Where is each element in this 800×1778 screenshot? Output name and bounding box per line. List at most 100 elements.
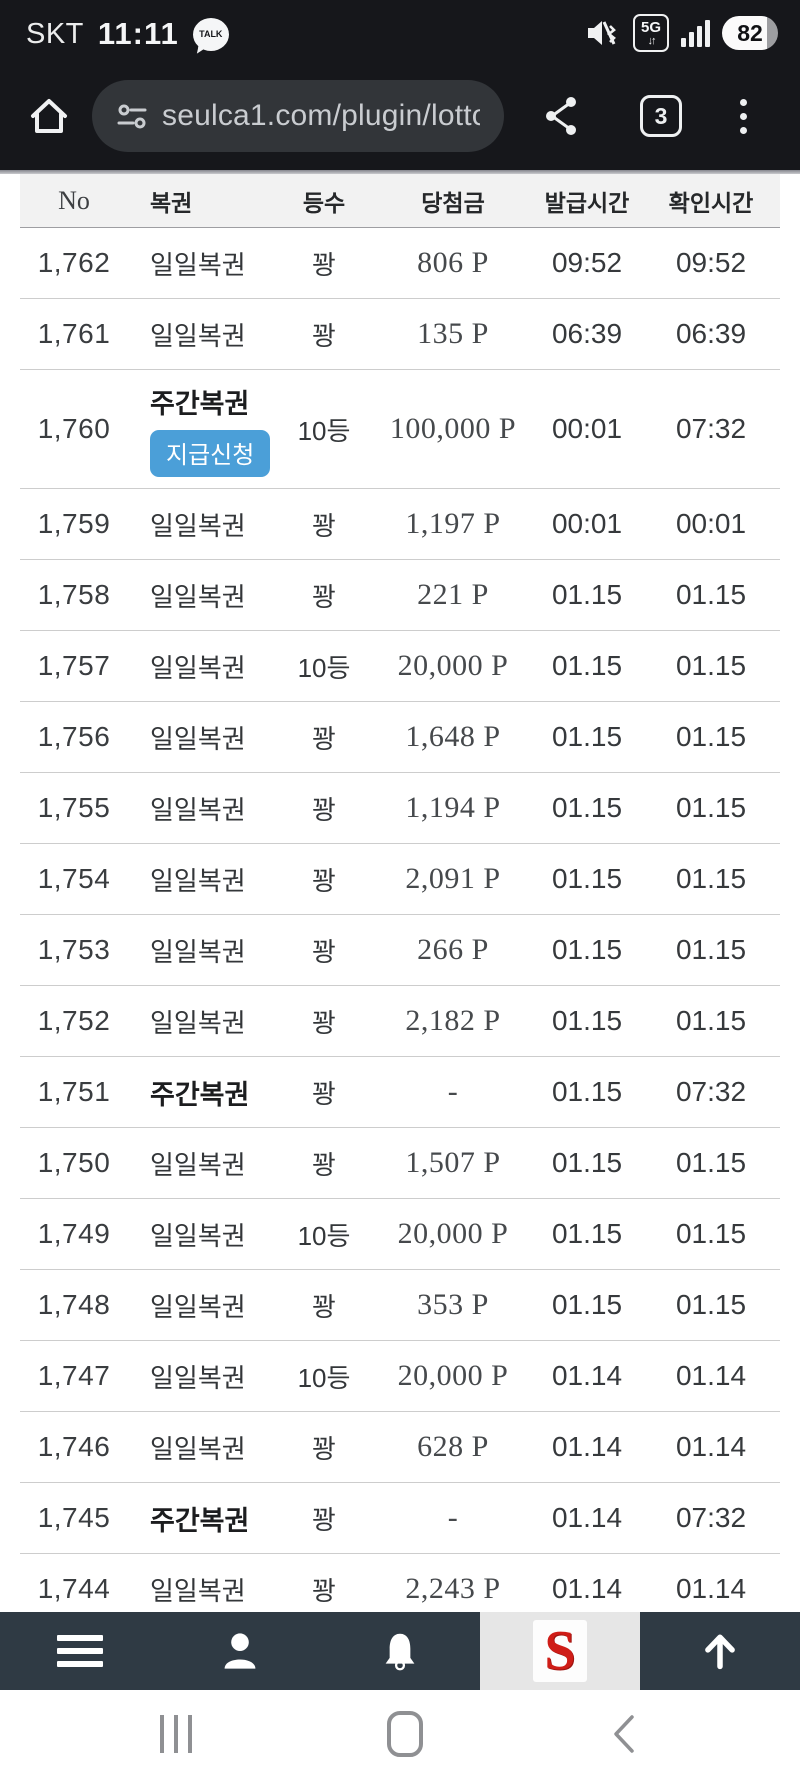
row-issued-time: 01.15 — [551, 579, 623, 610]
row-rank: 꽝 — [312, 1078, 336, 1109]
row-no: 1,755 — [37, 792, 111, 823]
row-prize: 1,197 P — [405, 507, 501, 540]
table-row: 1,753 일일복권 꽝 266 P 01.15 01.15 — [20, 915, 780, 986]
status-time: 11:11 — [97, 16, 179, 51]
nav-menu-button[interactable] — [0, 1612, 160, 1690]
row-prize: 20,000 P — [397, 1359, 509, 1392]
header-checked-time: 확인시간 — [668, 189, 754, 216]
recents-icon[interactable] — [160, 1715, 192, 1753]
row-no: 1,752 — [37, 1005, 111, 1036]
row-prize: 2,182 P — [405, 1004, 501, 1037]
row-lottery-name: 일일복권 — [150, 1291, 246, 1322]
row-lottery: 주간복권 — [128, 1073, 274, 1112]
row-issued-time: 01.15 — [551, 792, 623, 823]
row-prize: 135 P — [417, 317, 489, 350]
row-checked-time: 09:52 — [675, 247, 747, 278]
row-no: 1,756 — [37, 721, 111, 752]
row-rank: 꽝 — [312, 1504, 336, 1535]
site-bottom-nav: S — [0, 1612, 800, 1690]
site-settings-icon[interactable] — [116, 100, 148, 132]
kakaotalk-notification-icon: TALK — [192, 17, 229, 51]
row-lottery: 일일복권 — [128, 1571, 274, 1608]
row-lottery-name: 주간복권 — [150, 1079, 250, 1110]
row-prize: 353 P — [417, 1288, 489, 1321]
nav-site-logo-button[interactable]: S — [480, 1612, 640, 1690]
row-lottery-name: 일일복권 — [150, 1362, 246, 1393]
row-lottery: 일일복권 — [128, 1216, 274, 1253]
nav-notifications-button[interactable] — [320, 1612, 480, 1690]
row-prize: 1,648 P — [405, 720, 501, 753]
row-prize: 266 P — [417, 933, 489, 966]
row-checked-time: 01.14 — [675, 1431, 747, 1462]
row-rank: 꽝 — [312, 1575, 336, 1606]
row-prize: 1,194 P — [405, 791, 501, 824]
tab-switcher-button[interactable]: 3 — [640, 95, 682, 137]
row-no: 1,748 — [37, 1289, 111, 1320]
row-issued-time: 01.14 — [551, 1431, 623, 1462]
row-lottery-name: 일일복권 — [150, 1149, 246, 1180]
row-rank: 꽝 — [312, 794, 336, 825]
row-checked-time: 01.15 — [675, 579, 747, 610]
row-no: 1,751 — [37, 1076, 111, 1107]
row-rank: 꽝 — [312, 1149, 336, 1180]
back-icon[interactable] — [609, 1712, 637, 1756]
browser-home-button[interactable] — [26, 93, 72, 139]
table-row: 1,750 일일복권 꽝 1,507 P 01.15 01.15 — [20, 1128, 780, 1199]
signal-strength-icon — [681, 19, 710, 47]
row-rank: 10등 — [297, 415, 351, 446]
header-prize: 당첨금 — [421, 189, 485, 216]
row-prize: 221 P — [417, 578, 489, 611]
row-lottery-name: 일일복권 — [150, 1575, 246, 1606]
row-lottery-name: 일일복권 — [150, 1433, 246, 1464]
row-lottery-name: 주간복권 — [150, 388, 250, 419]
header-rank: 등수 — [302, 189, 346, 216]
row-rank: 10등 — [297, 1362, 351, 1393]
status-bar: SKT 11:11 TALK 5G ↓↑ 82 — [0, 0, 800, 62]
row-prize: 806 P — [417, 246, 489, 279]
carrier-label: SKT — [26, 17, 84, 50]
row-no: 1,759 — [37, 508, 111, 539]
row-no: 1,762 — [37, 247, 111, 278]
browser-menu-button[interactable] — [740, 98, 747, 134]
row-rank: 꽝 — [312, 1291, 336, 1322]
row-checked-time: 00:01 — [675, 508, 747, 539]
address-bar[interactable]: seulca1.com/plugin/lotto/ — [92, 80, 504, 152]
row-rank: 꽝 — [312, 1433, 336, 1464]
url-text[interactable]: seulca1.com/plugin/lotto/ — [162, 99, 480, 132]
table-row: 1,752 일일복권 꽝 2,182 P 01.15 01.15 — [20, 986, 780, 1057]
row-rank: 꽝 — [312, 936, 336, 967]
nav-profile-button[interactable] — [160, 1612, 320, 1690]
share-button[interactable] — [540, 94, 584, 138]
row-lottery-name: 일일복권 — [150, 723, 246, 754]
lottery-table-body: 1,762 일일복권 꽝 806 P 09:52 09:52 1,761 일일복… — [20, 228, 780, 1625]
row-no: 1,758 — [37, 579, 111, 610]
row-lottery: 일일복권 — [128, 1287, 274, 1324]
gesture-home-icon[interactable] — [387, 1711, 423, 1757]
profile-icon — [224, 1633, 256, 1669]
row-checked-time: 01.15 — [675, 1147, 747, 1178]
row-lottery: 일일복권 — [128, 577, 274, 614]
nav-scroll-top-button[interactable] — [640, 1612, 800, 1690]
row-prize: 1,507 P — [405, 1146, 501, 1179]
row-lottery: 일일복권 — [128, 932, 274, 969]
site-logo: S — [533, 1620, 587, 1682]
row-issued-time: 01.14 — [551, 1573, 623, 1604]
table-row: 1,762 일일복권 꽝 806 P 09:52 09:52 — [20, 228, 780, 299]
payout-request-button[interactable]: 지급신청 — [150, 429, 271, 477]
battery-indicator: 82 — [722, 16, 778, 50]
row-lottery-name: 일일복권 — [150, 510, 246, 541]
row-rank: 꽝 — [312, 320, 336, 351]
row-lottery-name: 일일복권 — [150, 1007, 246, 1038]
row-no: 1,753 — [37, 934, 111, 965]
row-lottery: 주간복권 — [128, 1499, 274, 1538]
menu-icon — [57, 1635, 103, 1667]
row-rank: 꽝 — [312, 510, 336, 541]
row-checked-time: 01.14 — [675, 1360, 747, 1391]
row-no: 1,749 — [37, 1218, 111, 1249]
row-rank: 꽝 — [312, 723, 336, 754]
row-lottery-name: 일일복권 — [150, 794, 246, 825]
row-issued-time: 01.15 — [551, 1218, 623, 1249]
row-issued-time: 01.15 — [551, 721, 623, 752]
row-lottery-name: 일일복권 — [150, 249, 246, 280]
